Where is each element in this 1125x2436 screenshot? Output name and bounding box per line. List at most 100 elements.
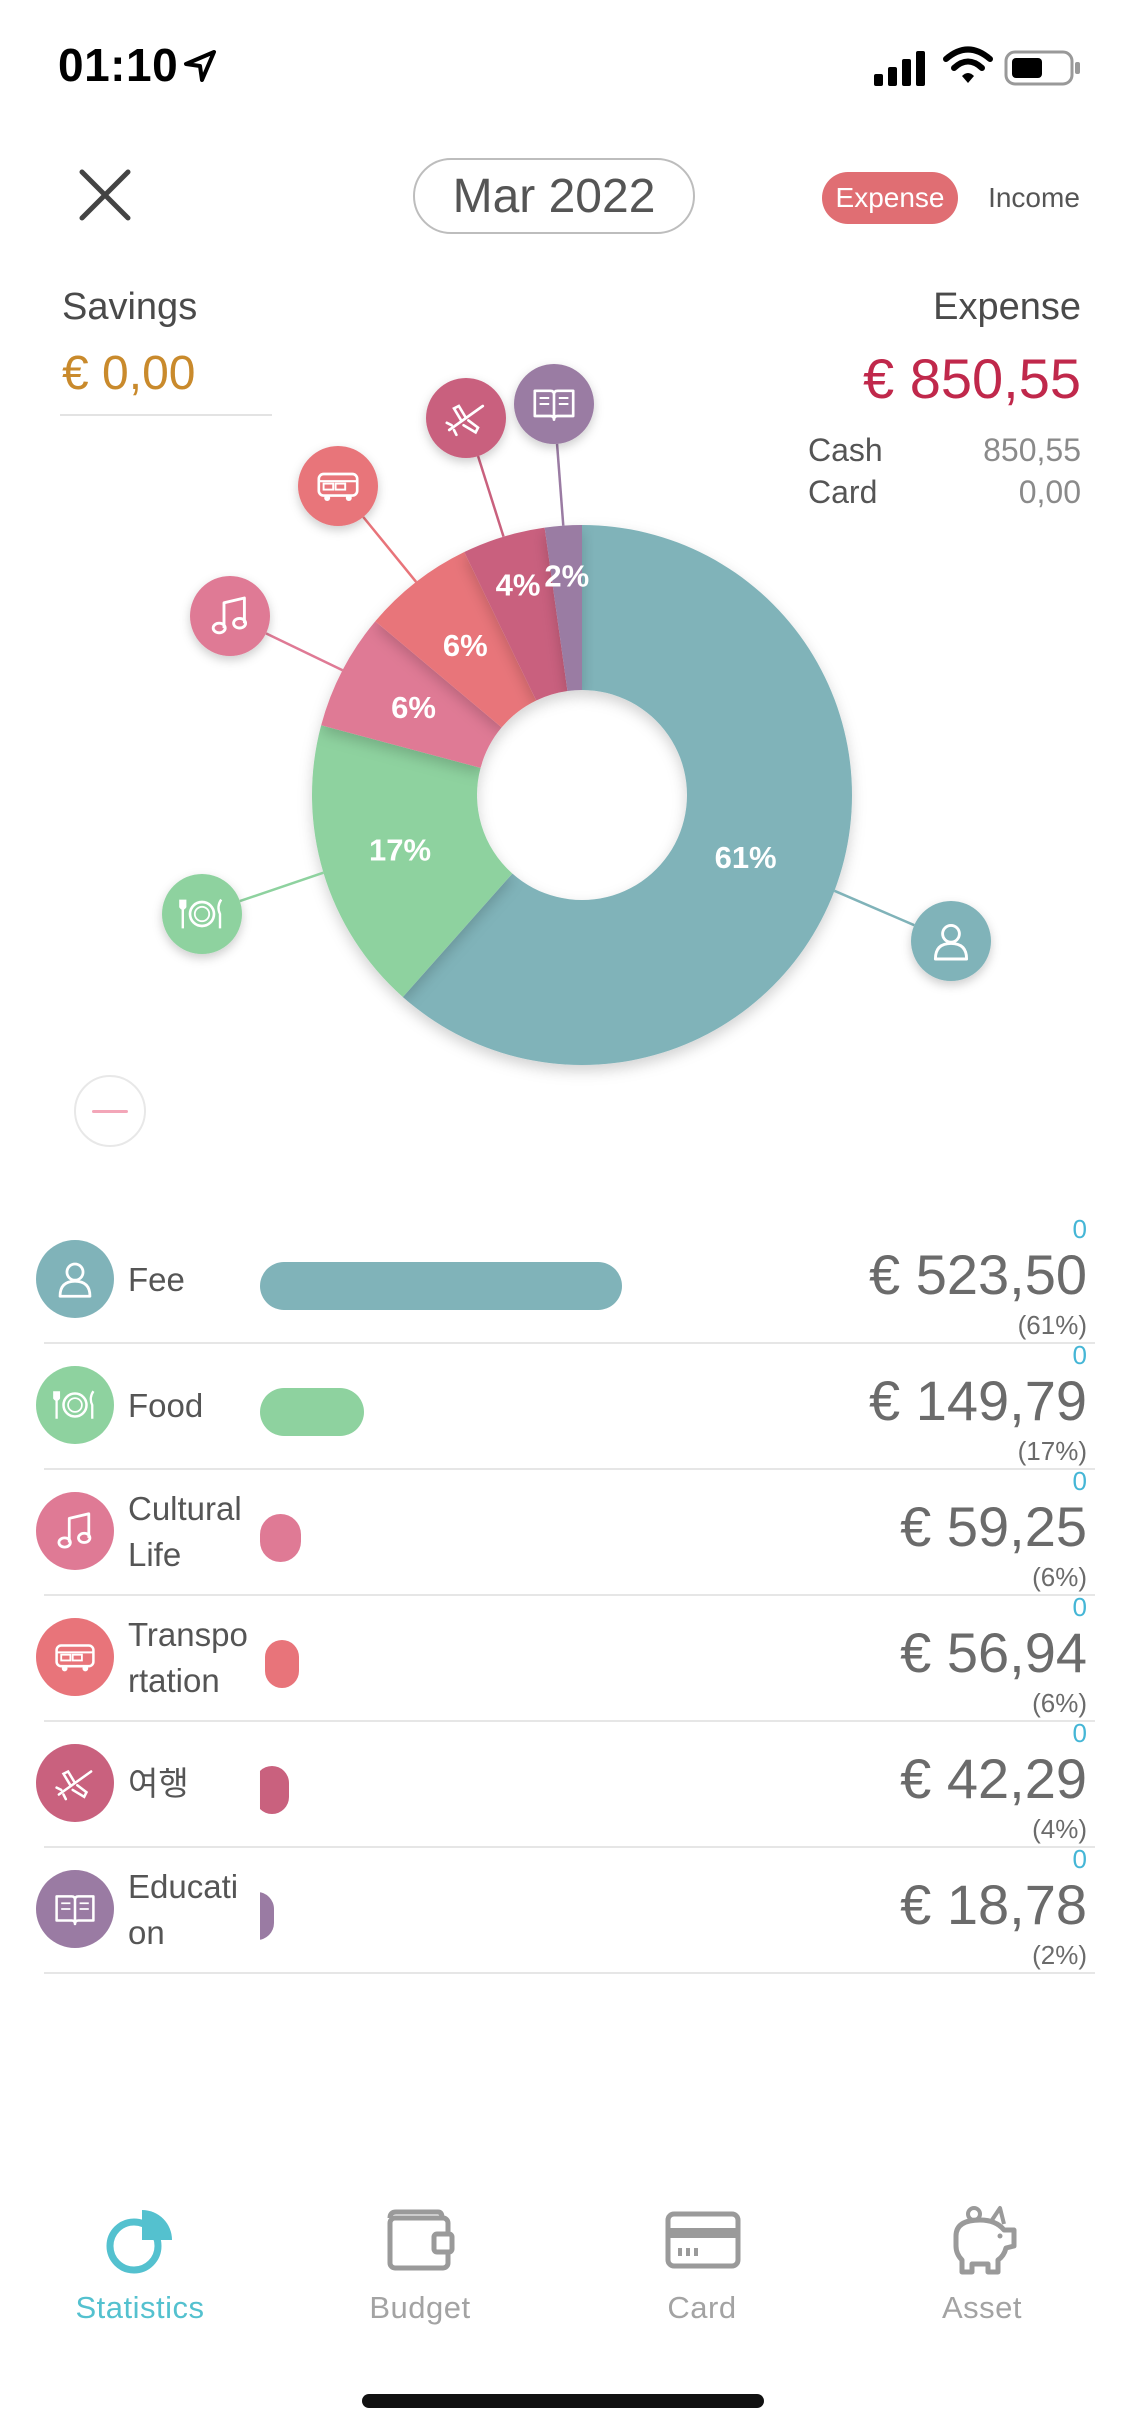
book-icon[interactable] (36, 1870, 114, 1948)
category-share-bar (260, 1892, 274, 1940)
donut-percent-label: 61% (715, 840, 777, 875)
transaction-count: 0 (1072, 1844, 1087, 1874)
donut-percent-label: 6% (443, 628, 488, 663)
category-amount: € 523,50 (869, 1243, 1087, 1306)
divider (44, 1720, 1095, 1722)
category-share-bar (260, 1262, 622, 1310)
donut-slice-3[interactable] (375, 552, 537, 728)
category-amount: € 42,29 (900, 1747, 1087, 1810)
nav-budget[interactable]: Budget (320, 2200, 520, 2330)
divider (44, 1342, 1095, 1344)
cash-label: Cash (808, 432, 883, 468)
income-toggle[interactable]: Income (988, 182, 1080, 213)
music-note-icon[interactable] (190, 576, 270, 656)
savings-label: Savings (62, 286, 198, 328)
home-indicator (362, 2394, 764, 2408)
transaction-count: 0 (1072, 1340, 1087, 1370)
nav-statistics-label: Statistics (75, 2290, 205, 2325)
plate-icon[interactable] (36, 1366, 114, 1444)
bus-icon[interactable] (36, 1618, 114, 1696)
person-icon[interactable] (36, 1240, 114, 1318)
nav-asset[interactable]: Asset (882, 2200, 1082, 2330)
donut-slice-2[interactable] (321, 621, 502, 768)
card-label: Card (808, 474, 878, 510)
category-share-bar (265, 1640, 300, 1688)
category-share-bar (260, 1514, 301, 1562)
cash-value: 850,55 (983, 432, 1081, 468)
expense-total: € 850,55 (863, 347, 1081, 410)
callout-connector (833, 889, 915, 927)
category-row[interactable]: Transpo rtation 0 € 56,94 (6%) (0, 1592, 1125, 1724)
callout-connector (239, 871, 324, 903)
person-icon[interactable] (911, 901, 991, 981)
transaction-count: 0 (1072, 1718, 1087, 1748)
callout-connector (265, 632, 344, 672)
piggy-bank-icon (953, 2206, 1017, 2275)
category-name: Fee (128, 1261, 185, 1298)
donut-percent-label: 17% (369, 833, 431, 868)
donut-percent-label: 6% (391, 690, 436, 725)
savings-value: € 0,00 (62, 347, 196, 400)
divider (44, 1594, 1095, 1596)
callout-connector (362, 516, 418, 583)
expense-donut-chart: 61%17%6%6%4% 2% (162, 364, 991, 1065)
pie-chart-icon (106, 2210, 172, 2274)
nav-statistics[interactable]: Statistics (40, 2200, 240, 2330)
music-note-icon[interactable] (36, 1492, 114, 1570)
category-name: Transpo rtation (128, 1616, 248, 1699)
category-name: 여행 (128, 1765, 189, 1802)
category-percent: (6%) (1032, 1688, 1087, 1718)
transaction-count: 0 (1072, 1592, 1087, 1622)
category-row[interactable]: 여행 0 € 42,29 (4%) (0, 1718, 1125, 1850)
category-amount: € 149,79 (869, 1369, 1087, 1432)
credit-card-icon (665, 2211, 741, 2269)
category-row[interactable]: Food 0 € 149,79 (17%) (0, 1340, 1125, 1472)
callout-connector (555, 443, 565, 526)
donut-slice-5[interactable] (544, 525, 582, 692)
airplane-icon[interactable] (36, 1744, 114, 1822)
callout-connector (476, 455, 505, 538)
category-share-bar (259, 1766, 290, 1814)
transaction-count: 0 (1072, 1214, 1087, 1244)
category-share-bar (260, 1388, 364, 1436)
divider (44, 1972, 1095, 1974)
book-icon[interactable] (514, 364, 594, 444)
nav-card[interactable]: Card (602, 2200, 802, 2330)
battery-icon (1004, 50, 1080, 86)
nav-budget-label: Budget (369, 2290, 471, 2325)
donut-slice-4[interactable] (464, 527, 568, 701)
divider (60, 414, 272, 416)
category-name: Food (128, 1387, 204, 1424)
category-percent: (4%) (1032, 1814, 1087, 1844)
category-percent: (2%) (1032, 1940, 1087, 1970)
expense-toggle[interactable]: Expense (822, 172, 958, 224)
close-icon[interactable] (70, 160, 140, 230)
nav-card-label: Card (667, 2290, 737, 2325)
card-value: 0,00 (1018, 474, 1081, 510)
divider (44, 1846, 1095, 1848)
category-row[interactable]: Educati on 0 € 18,78 (2%) (0, 1844, 1125, 1976)
category-percent: (6%) (1032, 1562, 1087, 1592)
category-row[interactable]: Cultural Life 0 € 59,25 (6%) (0, 1466, 1125, 1598)
month-selector[interactable]: Mar 2022 (413, 158, 695, 234)
donut-percent-label: 2% (544, 559, 589, 594)
collapse-button[interactable] (74, 1075, 146, 1147)
expense-label: Expense (933, 286, 1081, 328)
wallet-icon (387, 2209, 455, 2271)
wifi-icon (943, 46, 993, 83)
plate-icon[interactable] (162, 874, 242, 954)
category-percent: (61%) (1017, 1310, 1087, 1340)
category-percent: (17%) (1017, 1436, 1087, 1466)
airplane-icon[interactable] (426, 378, 506, 458)
nav-asset-label: Asset (941, 2290, 1023, 2325)
category-amount: € 18,78 (900, 1873, 1087, 1936)
category-amount: € 59,25 (900, 1495, 1087, 1558)
category-row[interactable]: Fee 0 € 523,50 (61%) (0, 1214, 1125, 1346)
donut-slice-1[interactable] (311, 725, 513, 997)
bus-icon[interactable] (298, 446, 378, 526)
category-name: Educati on (128, 1868, 239, 1951)
category-name: Cultural Life (128, 1490, 242, 1573)
transaction-count: 0 (1072, 1466, 1087, 1496)
donut-percent-label: 4% (496, 567, 541, 602)
donut-slice-0[interactable] (402, 525, 852, 1065)
